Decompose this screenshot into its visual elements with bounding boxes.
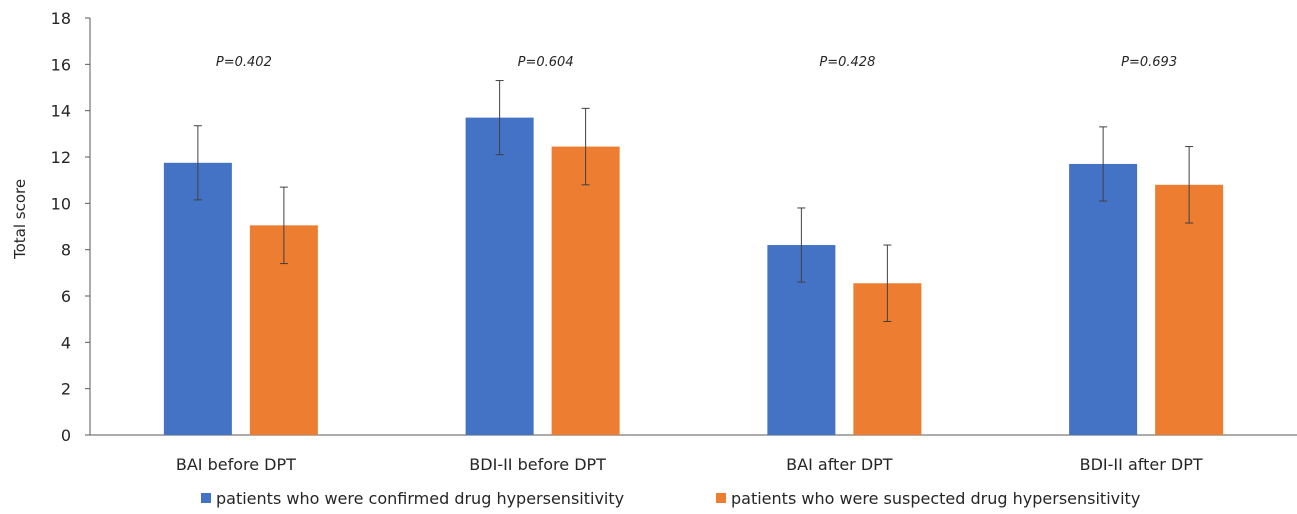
bar-confirmed	[465, 117, 534, 435]
y-tick-label: 16	[51, 55, 71, 74]
p-value-label: P=0.693	[1121, 55, 1177, 70]
x-category-labels: BAI before DPT BDI-II before DPT BAI after…	[176, 455, 1203, 474]
p-value-label: P=0.428	[819, 55, 875, 70]
bar-suspected	[551, 146, 620, 435]
error-bars	[193, 80, 1194, 322]
p-value-label: P=0.604	[518, 55, 574, 70]
bar-confirmed	[163, 162, 232, 435]
legend-swatch-confirmed	[201, 493, 211, 503]
y-tick-label: 14	[51, 102, 71, 121]
p-value-annotations: P=0.402 P=0.604 P=0.428 P=0.693	[216, 55, 1177, 70]
y-tick-labels: 0 2 4 6 8 10 12 14 16 18	[51, 9, 90, 445]
y-axis-title: Total score	[11, 179, 29, 260]
legend-swatch-suspected	[716, 493, 726, 503]
legend: patients who were confirmed drug hyperse…	[201, 489, 1140, 508]
legend-label-suspected: patients who were suspected drug hyperse…	[731, 489, 1140, 508]
bars	[163, 117, 1224, 435]
y-tick-label: 12	[51, 148, 71, 167]
bar-confirmed	[1069, 163, 1138, 435]
y-tick-label: 2	[61, 380, 71, 399]
legend-label-confirmed: patients who were confirmed drug hyperse…	[216, 489, 624, 508]
y-tick-label: 4	[61, 333, 71, 352]
p-value-label: P=0.402	[216, 55, 272, 70]
x-category-label: BAI before DPT	[176, 455, 296, 474]
y-tick-label: 0	[61, 426, 71, 445]
x-category-label: BDI-II before DPT	[469, 455, 606, 474]
y-tick-label: 10	[51, 194, 71, 213]
y-tick-label: 18	[51, 9, 71, 28]
x-category-label: BAI after DPT	[786, 455, 893, 474]
y-tick-label: 6	[61, 287, 71, 306]
bar-suspected	[1155, 184, 1224, 435]
y-tick-label: 8	[61, 241, 71, 260]
x-category-label: BDI-II after DPT	[1080, 455, 1203, 474]
